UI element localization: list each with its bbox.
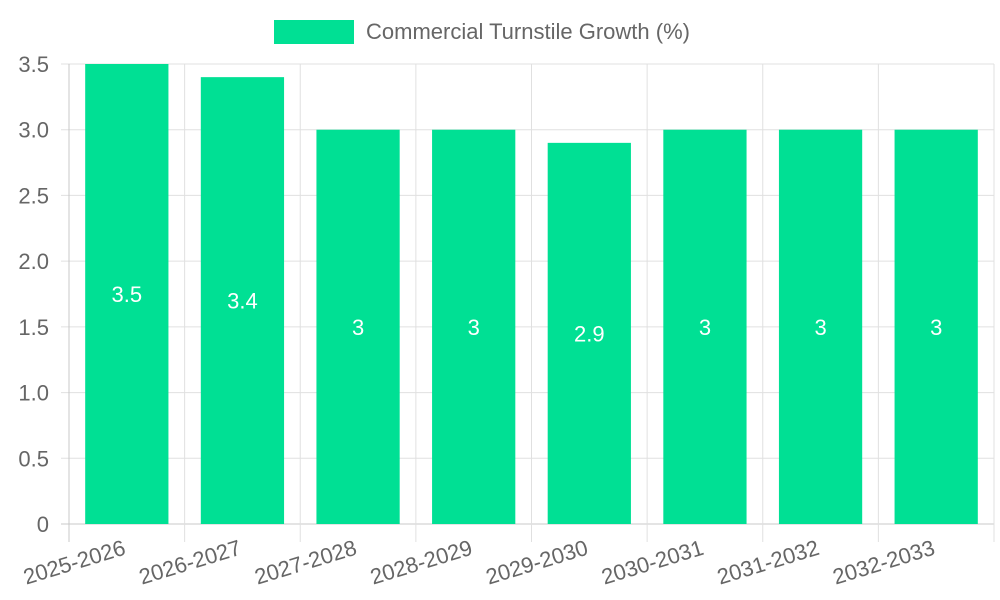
- bar-value-label: 2.9: [574, 321, 605, 346]
- bars: [85, 64, 978, 525]
- x-tick-label: 2027-2028: [252, 535, 360, 590]
- legend[interactable]: Commercial Turnstile Growth (%): [274, 19, 690, 44]
- bar[interactable]: [85, 64, 169, 524]
- legend-label: Commercial Turnstile Growth (%): [366, 19, 690, 44]
- x-tick-label: 2026-2027: [136, 535, 244, 590]
- y-tick-label: 2.0: [18, 249, 49, 274]
- bar-value-label: 3: [814, 315, 826, 340]
- bar-value-label: 3: [699, 315, 711, 340]
- bar-value-label: 3.5: [112, 282, 143, 307]
- bar-value-label: 3.4: [227, 289, 258, 314]
- bar[interactable]: [663, 129, 747, 524]
- bar-value-label: 3: [468, 315, 480, 340]
- x-tick-label: 2028-2029: [367, 535, 475, 590]
- y-tick-label: 1.0: [18, 381, 49, 406]
- y-tick-label: 3.5: [18, 52, 49, 77]
- x-tick-label: 2030-2031: [598, 535, 706, 590]
- y-tick-label: 0: [37, 512, 49, 537]
- x-tick-label: 2025-2026: [20, 535, 128, 590]
- bar-value-label: 3: [930, 315, 942, 340]
- x-tick-label: 2032-2033: [830, 535, 938, 590]
- bar[interactable]: [894, 129, 978, 524]
- y-tick-label: 1.5: [18, 315, 49, 340]
- x-tick-label: 2029-2030: [483, 535, 591, 590]
- data-labels: 3.5 3.4 3 3 2.9 3 3 3: [112, 282, 943, 346]
- y-tick-label: 2.5: [18, 183, 49, 208]
- bar[interactable]: [316, 129, 400, 524]
- bar[interactable]: [778, 129, 863, 524]
- y-tick-label: 3.0: [18, 118, 49, 143]
- x-tick-label: 2031-2032: [714, 535, 822, 590]
- bar[interactable]: [432, 129, 516, 524]
- y-tick-label: 0.5: [18, 446, 49, 471]
- legend-swatch: [274, 20, 354, 44]
- bar[interactable]: [547, 142, 631, 524]
- bar[interactable]: [200, 77, 285, 525]
- bar-value-label: 3: [352, 315, 364, 340]
